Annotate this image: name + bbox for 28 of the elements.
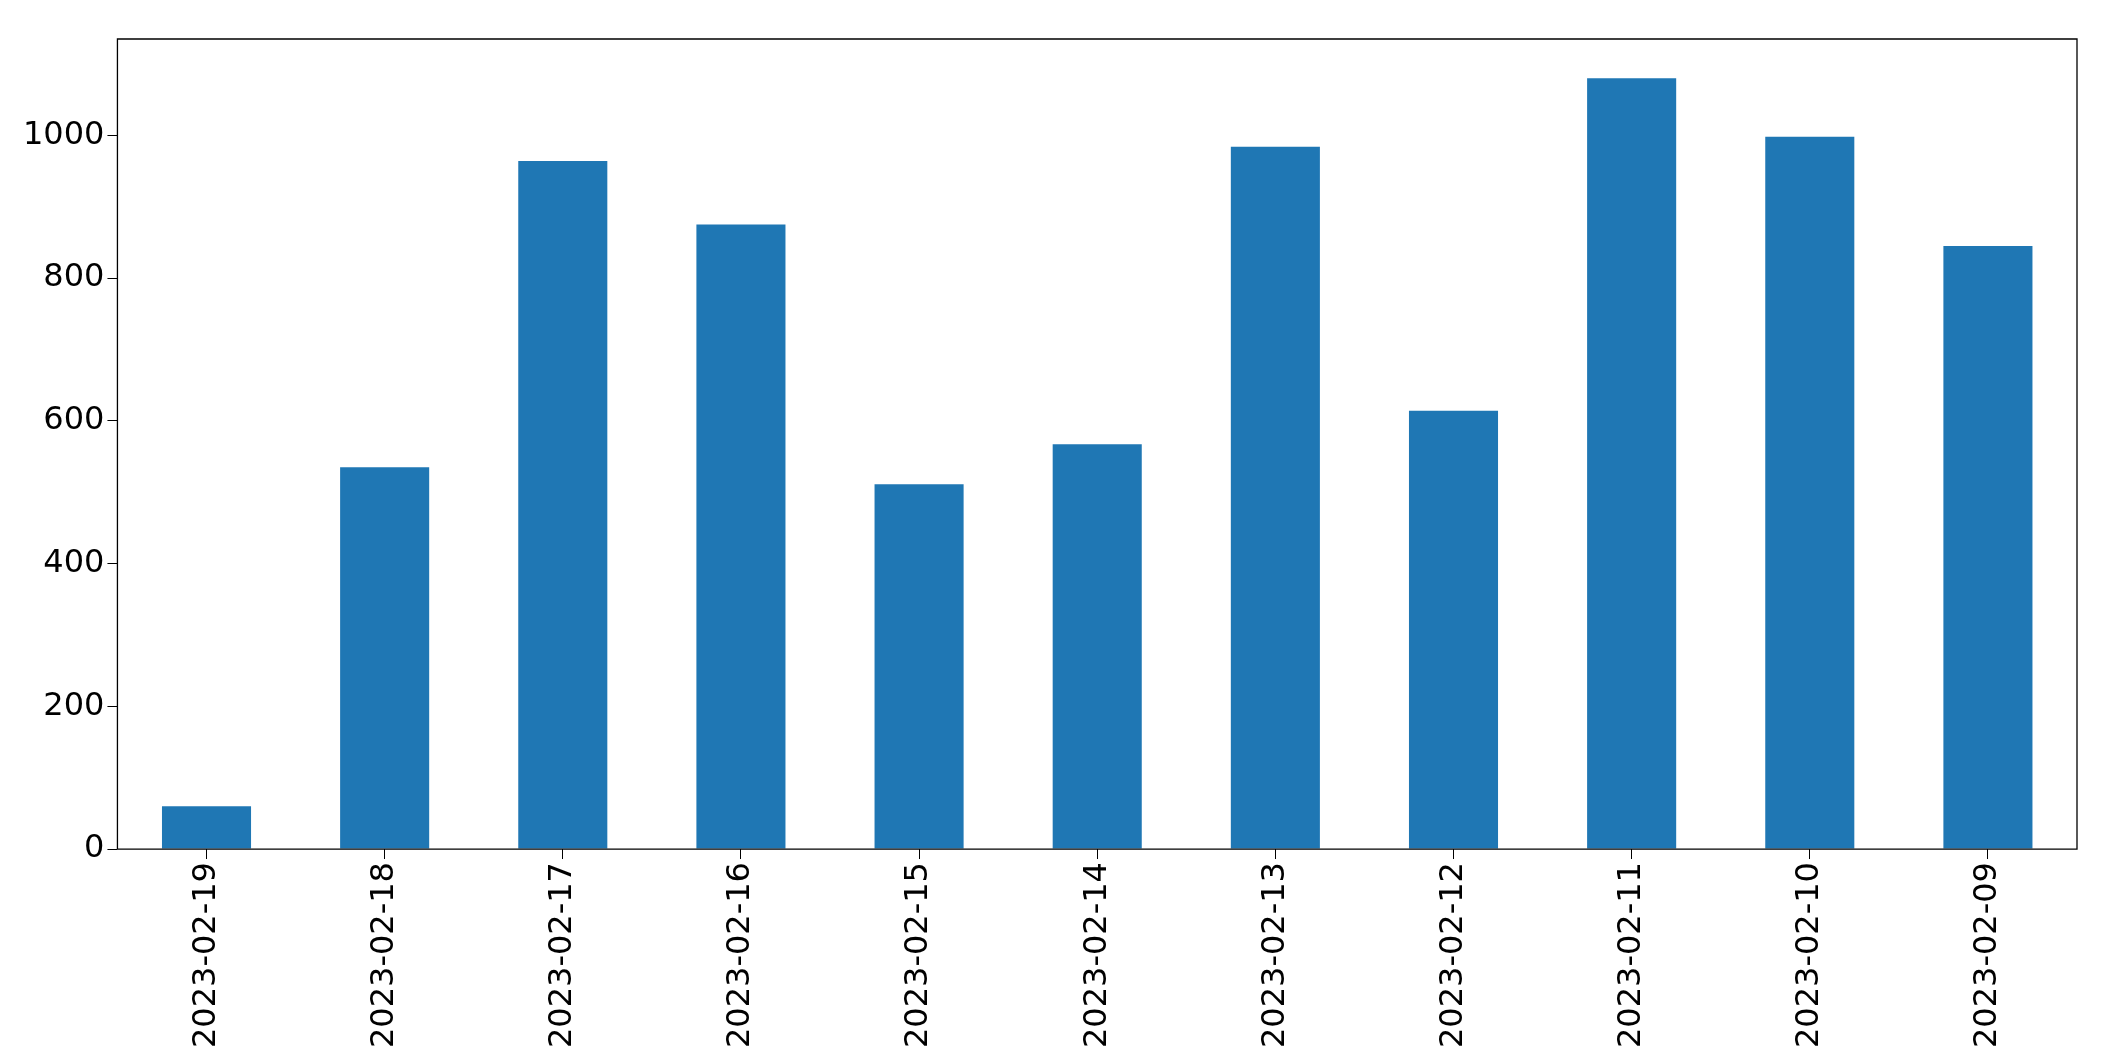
bar	[1408, 410, 1499, 849]
y-tick-label: 800	[43, 256, 105, 295]
x-tick-label: 2023-02-09	[1966, 862, 2005, 1048]
x-tick-label: 2023-02-16	[719, 862, 758, 1048]
x-tick-label: 2023-02-17	[541, 862, 580, 1048]
y-tick-label: 1000	[23, 113, 105, 152]
x-tick-label: 2023-02-11	[1609, 862, 1648, 1048]
bar	[340, 467, 430, 849]
x-tick-label: 2023-02-10	[1788, 862, 1827, 1048]
bar	[518, 161, 608, 849]
y-tick-label: 200	[43, 684, 105, 723]
x-tick-label: 2023-02-19	[184, 862, 223, 1048]
bar	[1052, 444, 1142, 849]
bar	[1587, 78, 1677, 849]
x-tick-label: 2023-02-13	[1253, 862, 1292, 1048]
bar	[1943, 245, 2033, 849]
bar	[161, 806, 252, 849]
y-tick-label: 400	[43, 541, 105, 580]
bar	[1765, 136, 1855, 849]
y-tick-label: 0	[84, 827, 105, 866]
bar	[696, 224, 786, 849]
x-tick-label: 2023-02-14	[1075, 862, 1114, 1048]
bar	[874, 484, 964, 849]
x-tick-label: 2023-02-12	[1431, 862, 1470, 1048]
x-tick-label: 2023-02-18	[362, 862, 401, 1048]
y-tick-label: 600	[43, 399, 105, 438]
bar	[1230, 146, 1320, 849]
x-tick-label: 2023-02-15	[897, 862, 936, 1048]
